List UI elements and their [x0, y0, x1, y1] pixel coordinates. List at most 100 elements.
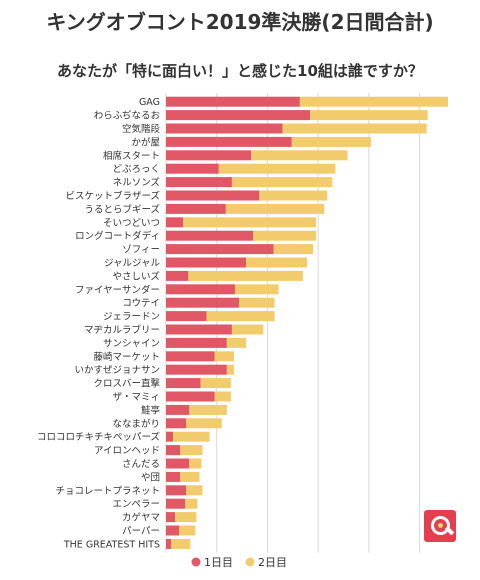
bar-day2	[180, 445, 203, 456]
bar-day2	[206, 311, 275, 322]
bar-day2	[186, 418, 222, 429]
category-label: サンシャイン	[103, 338, 160, 349]
category-label: ロングコートダディ	[75, 230, 160, 242]
bar-day2	[200, 378, 231, 389]
bar-day1	[166, 324, 232, 335]
bar-day1	[166, 485, 187, 496]
category-label: 空気階段	[122, 123, 161, 135]
bar-day2	[188, 270, 303, 281]
bar-day2	[259, 190, 328, 201]
bar-day2	[310, 110, 428, 121]
category-label: 鮭亭	[141, 404, 160, 416]
category-label: マヂカルラブリー	[84, 324, 160, 336]
bar-day2	[246, 257, 307, 268]
category-label: ザ・マミィ	[112, 392, 160, 403]
bar-day1	[166, 311, 207, 322]
bar-day2	[189, 458, 202, 469]
legend-marker-day2	[245, 557, 255, 567]
bar-day2	[226, 364, 234, 375]
bar-day1	[166, 351, 215, 362]
bar-day2	[171, 538, 191, 549]
bar-day1	[166, 364, 227, 375]
bar-day1	[166, 150, 252, 161]
category-label: やさしいズ	[112, 270, 160, 282]
category-label: コロコロチキチキペッパーズ	[37, 431, 161, 443]
bar-day1	[166, 217, 184, 228]
chart-subtitle: あなたが「特に面白い！」と感じた10組は誰ですか？	[57, 62, 423, 80]
category-label: チョコレートプラネット	[55, 486, 160, 497]
bar-day1	[166, 190, 260, 201]
bar-day1	[166, 458, 190, 469]
category-label: ななまがり	[112, 418, 160, 430]
bar-day2	[218, 163, 336, 174]
category-label: アイロンヘッド	[94, 446, 160, 457]
bar-day2	[282, 123, 427, 134]
category-label: かが屋	[131, 136, 160, 148]
bar-day1	[166, 418, 187, 429]
legend-label-day2: 2日目	[258, 556, 287, 569]
category-label: 相席スタート	[103, 150, 160, 162]
bar-day2	[234, 284, 279, 295]
bar-day2	[226, 337, 247, 348]
category-label: カゲヤマ	[122, 512, 160, 524]
bar-day2	[179, 525, 196, 536]
bar-day2	[299, 96, 448, 107]
bar-day2	[186, 485, 203, 496]
category-label: そいつどいつ	[103, 218, 160, 229]
category-label: や団	[141, 472, 160, 483]
category-label: さんだる	[122, 459, 160, 470]
category-label: ジェラードン	[103, 312, 160, 323]
bar-day1	[166, 337, 227, 348]
bar-day1	[166, 110, 311, 121]
category-label: THE GREATEST HITS	[63, 539, 160, 550]
bar-day1	[166, 404, 190, 415]
bar-day2	[214, 391, 231, 402]
bar-day2	[273, 244, 314, 255]
bar-day2	[231, 324, 264, 335]
bar-day1	[166, 378, 201, 389]
category-label: ビスケットブラザーズ	[65, 190, 160, 202]
bar-day1	[166, 471, 181, 482]
bar-day2	[189, 404, 227, 415]
bar-day2	[185, 498, 198, 509]
category-label: コウテイ	[122, 298, 160, 309]
bar-day1	[166, 445, 181, 456]
bar-day1	[166, 163, 219, 174]
bar-day1	[166, 512, 176, 523]
legend-label-day1: 1日目	[204, 556, 233, 569]
bar-day1	[166, 244, 274, 255]
bar-day1	[166, 525, 180, 536]
bar-day2	[239, 297, 275, 308]
bar-day1	[166, 123, 283, 134]
bar-day2	[214, 351, 234, 362]
magnifier-logo-icon	[424, 510, 456, 542]
bar-day1	[166, 230, 254, 241]
bar-day1	[166, 431, 174, 442]
bar-day2	[251, 150, 348, 161]
bar-day1	[166, 203, 226, 214]
bar-day2	[175, 512, 197, 523]
category-label: クロスバー直撃	[93, 378, 160, 390]
bar-day1	[166, 257, 247, 268]
bar-day1	[166, 297, 240, 308]
bar-day2	[231, 177, 333, 188]
bar-day1	[166, 284, 235, 295]
category-label: エンペラー	[112, 499, 160, 510]
bar-day1	[166, 538, 172, 549]
bar-day2	[173, 431, 210, 442]
category-label: ゾフィー	[122, 245, 160, 256]
category-label: ジャルジャル	[104, 258, 161, 269]
bar-day2	[291, 136, 371, 147]
category-label: わらふぢなるお	[94, 110, 161, 122]
category-label: うるとらブギーズ	[84, 203, 160, 215]
category-label: どぶろっく	[112, 164, 160, 175]
bar-day1	[166, 136, 292, 147]
category-label: ファイヤーサンダー	[75, 284, 160, 296]
category-label: 藤崎マーケット	[93, 351, 160, 363]
bar-day2	[180, 471, 200, 482]
category-label: いかすぜジョナサン	[74, 365, 160, 376]
category-label: パーパー	[122, 526, 160, 537]
bar-day1	[166, 391, 215, 402]
bar-day1	[166, 498, 186, 509]
